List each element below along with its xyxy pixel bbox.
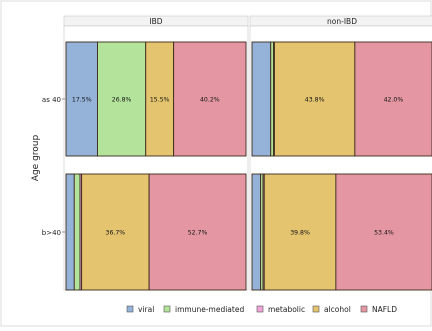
y-axis-label-layer: Age group [31,135,41,182]
legend-label-alcohol: alcohol [324,305,351,314]
bar-ibd-2-alcohol [81,173,150,291]
legend-swatch-nafld [360,305,368,313]
legend-label-metabolic: metabolic [268,305,305,314]
legend-swatch-immune-mediated [163,305,171,313]
legend-label-nafld: NAFLD [372,305,397,314]
bar-non-ibd-1-alcohol [273,41,356,157]
legend: viral immune-mediated metabolic alcohol NAFL… [126,305,397,314]
bar-non-ibd-2-alcohol [263,173,337,291]
data-label-non-ibd-1-nafld: 42.0% [384,97,404,104]
bar-non-ibd-1-viral [251,41,272,157]
data-label-non-ibd-2-alcohol: 39.8% [290,230,310,237]
data-label-ibd-1-immune-mediated: 26.8% [112,97,132,104]
data-label-ibd-1-nafld: 40.2% [200,97,220,104]
y-axis-label: Age group [31,135,41,182]
legend-label-viral: viral [138,305,154,314]
data-label-non-ibd-2-nafld: 53.4% [374,230,394,237]
panel-title-non-ibd: non-IBD [327,17,357,26]
bar-non-ibd-2-nafld [335,173,432,291]
panel-title-ibd: IBD [149,17,162,26]
category-labels-layer: as 40 b>40 [42,96,65,237]
legend-swatch-alcohol [312,305,320,313]
data-label-ibd-1-viral: 17.5% [72,97,92,104]
bar-ibd-1-alcohol [145,41,175,157]
data-label-ibd-2-nafld: 52.7% [188,230,208,237]
data-label-non-ibd-1-alcohol: 43.8% [305,97,325,104]
data-label-ibd-2-alcohol: 36.7% [106,230,126,237]
legend-label-immune-mediated: immune-mediated [175,305,244,314]
data-label-ibd-1-alcohol: 15.5% [150,97,170,104]
panels-layer: IBD 17.5% 26.8% 15.5% 40.2% 36.7% 52.7% non-IBD… [63,15,432,291]
bar-ibd-2-nafld [148,173,247,291]
legend-swatch-viral [126,305,134,313]
panel-non-ibd: non-IBD 43.8% 42.0% 39.8% 53.4% [249,15,432,291]
category-label-1: as 40 [42,96,61,104]
bar-non-ibd-2-viral [251,173,262,291]
category-label-2: b>40 [42,229,61,237]
bar-ibd-2-immune-mediated [73,173,81,291]
panel-ibd: IBD 17.5% 26.8% 15.5% 40.2% 36.7% 52.7% [63,15,249,291]
bar-non-ibd-1-nafld [354,41,432,157]
legend-swatch-metabolic [256,305,264,313]
bar-ibd-1-nafld [173,41,247,157]
bar-ibd-2-viral [65,173,75,291]
